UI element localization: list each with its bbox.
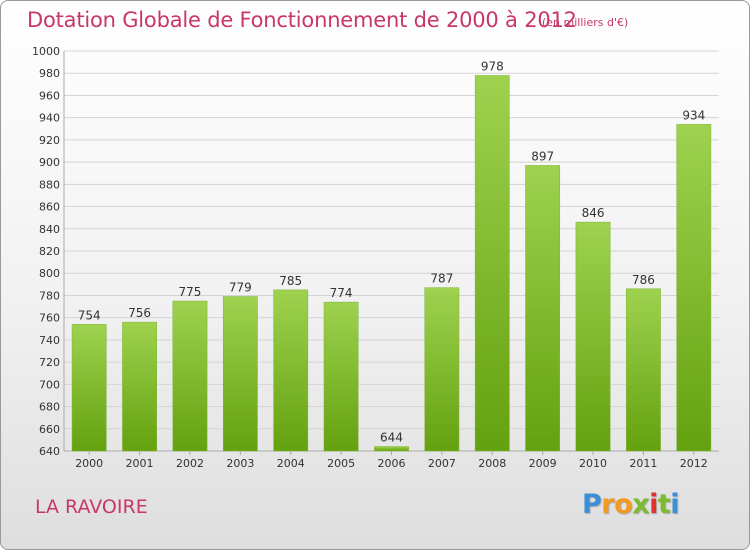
- proxiti-logo: Proxiti: [582, 489, 680, 520]
- y-tick-label: 1000: [32, 45, 60, 58]
- chart-title: Dotation Globale de Fonctionnement de 20…: [27, 8, 577, 32]
- y-tick-labels: 640 660 680 700 720 740 760 780 800 820 840 860 880 9…: [32, 45, 60, 458]
- y-tick-label: 700: [39, 378, 60, 391]
- x-tick-label-2002: 2002: [176, 457, 204, 470]
- bar-2008: [474, 75, 510, 452]
- bar-2000: [71, 324, 107, 452]
- bar-2009: [525, 165, 561, 452]
- y-tick-label: 740: [39, 334, 60, 347]
- data-label-2011: 786: [632, 273, 655, 287]
- y-tick-label: 760: [39, 312, 60, 325]
- data-label-2005: 774: [330, 286, 353, 300]
- y-tick-label: 800: [39, 267, 60, 280]
- y-tick-label: 880: [39, 178, 60, 191]
- data-label-2009: 897: [531, 149, 554, 163]
- data-labels: 754 756 775 779 785 774 644 787 978 897 846 786 934: [78, 59, 706, 444]
- bar-2010: [575, 221, 611, 452]
- x-tick-label-2003: 2003: [226, 457, 254, 470]
- data-label-2008: 978: [481, 59, 504, 73]
- x-tick-label-2010: 2010: [579, 457, 607, 470]
- y-tick-label: 780: [39, 289, 60, 302]
- x-tick-label-2004: 2004: [277, 457, 305, 470]
- x-tick-label-2006: 2006: [378, 457, 406, 470]
- y-tick-label: 840: [39, 223, 60, 236]
- y-tick-label: 960: [39, 89, 60, 102]
- x-tick-label-2009: 2009: [529, 457, 557, 470]
- data-label-2004: 785: [279, 274, 302, 288]
- y-tick-label: 860: [39, 201, 60, 214]
- data-label-2003: 779: [229, 281, 252, 295]
- y-tick-label: 900: [39, 156, 60, 169]
- place-name: LA RAVOIRE: [35, 496, 148, 518]
- x-tick-label-2011: 2011: [629, 457, 657, 470]
- bar-2006: [374, 446, 409, 452]
- bar-2005: [323, 301, 359, 452]
- data-label-2010: 846: [582, 206, 605, 220]
- y-tick-label: 940: [39, 112, 60, 125]
- bar-2003: [222, 296, 258, 452]
- data-label-2000: 754: [78, 308, 101, 322]
- bar-2007: [424, 287, 460, 452]
- y-tick-label: 980: [39, 67, 60, 80]
- bar-2002: [172, 300, 208, 452]
- grid-lines: [64, 50, 719, 452]
- data-label-2006: 644: [380, 431, 403, 445]
- bar-2012: [676, 124, 712, 452]
- bars: [71, 75, 712, 452]
- x-tick-label-2005: 2005: [327, 457, 355, 470]
- data-label-2007: 787: [430, 272, 453, 286]
- bar-2004: [273, 289, 309, 452]
- y-tick-label: 920: [39, 134, 60, 147]
- unit-note: (en milliers d'€): [542, 16, 629, 29]
- data-label-2002: 775: [179, 285, 202, 299]
- y-tick-label: 680: [39, 401, 60, 414]
- bar-2011: [626, 288, 661, 452]
- x-tick-label-2000: 2000: [75, 457, 103, 470]
- x-tick-label-2012: 2012: [680, 457, 708, 470]
- data-label-2012: 934: [682, 108, 705, 122]
- x-tick-label-2007: 2007: [428, 457, 456, 470]
- data-label-2001: 756: [128, 306, 151, 320]
- y-tick-label: 640: [39, 445, 60, 458]
- bar-2001: [122, 321, 157, 452]
- y-tick-label: 720: [39, 356, 60, 369]
- x-tick-label-2001: 2001: [126, 457, 154, 470]
- y-tick-label: 660: [39, 423, 60, 436]
- x-tick-labels: 2000 2001 2002 2003 2004 2005 2006 2007 2008 2009…: [75, 451, 708, 470]
- y-tick-label: 820: [39, 245, 60, 258]
- x-tick-label-2008: 2008: [478, 457, 506, 470]
